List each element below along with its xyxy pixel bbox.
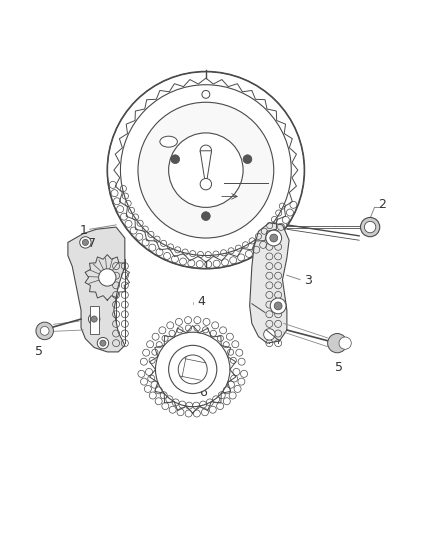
- Text: 2: 2: [378, 198, 386, 211]
- Circle shape: [201, 212, 210, 221]
- Circle shape: [270, 298, 286, 314]
- Circle shape: [40, 327, 49, 335]
- Text: 6: 6: [199, 386, 207, 399]
- Circle shape: [171, 155, 180, 164]
- Text: 5: 5: [35, 345, 43, 358]
- Circle shape: [339, 337, 351, 349]
- Circle shape: [274, 302, 282, 310]
- Circle shape: [120, 85, 291, 255]
- Circle shape: [200, 145, 212, 157]
- Circle shape: [264, 329, 275, 340]
- Circle shape: [138, 102, 274, 238]
- Circle shape: [99, 269, 116, 286]
- Circle shape: [97, 337, 109, 349]
- Text: 1: 1: [79, 224, 87, 237]
- Text: 3: 3: [304, 274, 312, 287]
- Circle shape: [155, 332, 230, 407]
- Polygon shape: [90, 306, 99, 334]
- Circle shape: [200, 179, 212, 190]
- Circle shape: [107, 71, 304, 269]
- Circle shape: [270, 234, 278, 242]
- Polygon shape: [68, 227, 125, 352]
- Circle shape: [88, 313, 100, 325]
- Circle shape: [80, 237, 91, 248]
- Circle shape: [100, 340, 106, 346]
- Circle shape: [360, 217, 380, 237]
- Circle shape: [202, 91, 210, 98]
- Circle shape: [82, 239, 88, 246]
- Circle shape: [169, 345, 217, 393]
- Circle shape: [328, 334, 347, 353]
- Polygon shape: [250, 223, 289, 343]
- Text: 7: 7: [88, 237, 96, 250]
- Text: 5: 5: [336, 361, 343, 374]
- Circle shape: [178, 355, 207, 384]
- Text: 4: 4: [198, 295, 205, 308]
- Polygon shape: [200, 151, 212, 187]
- Circle shape: [364, 221, 376, 233]
- Circle shape: [141, 318, 244, 421]
- Circle shape: [36, 322, 53, 340]
- Circle shape: [243, 155, 252, 164]
- Circle shape: [266, 230, 282, 246]
- Circle shape: [169, 133, 243, 207]
- Ellipse shape: [160, 136, 177, 147]
- Circle shape: [91, 316, 97, 322]
